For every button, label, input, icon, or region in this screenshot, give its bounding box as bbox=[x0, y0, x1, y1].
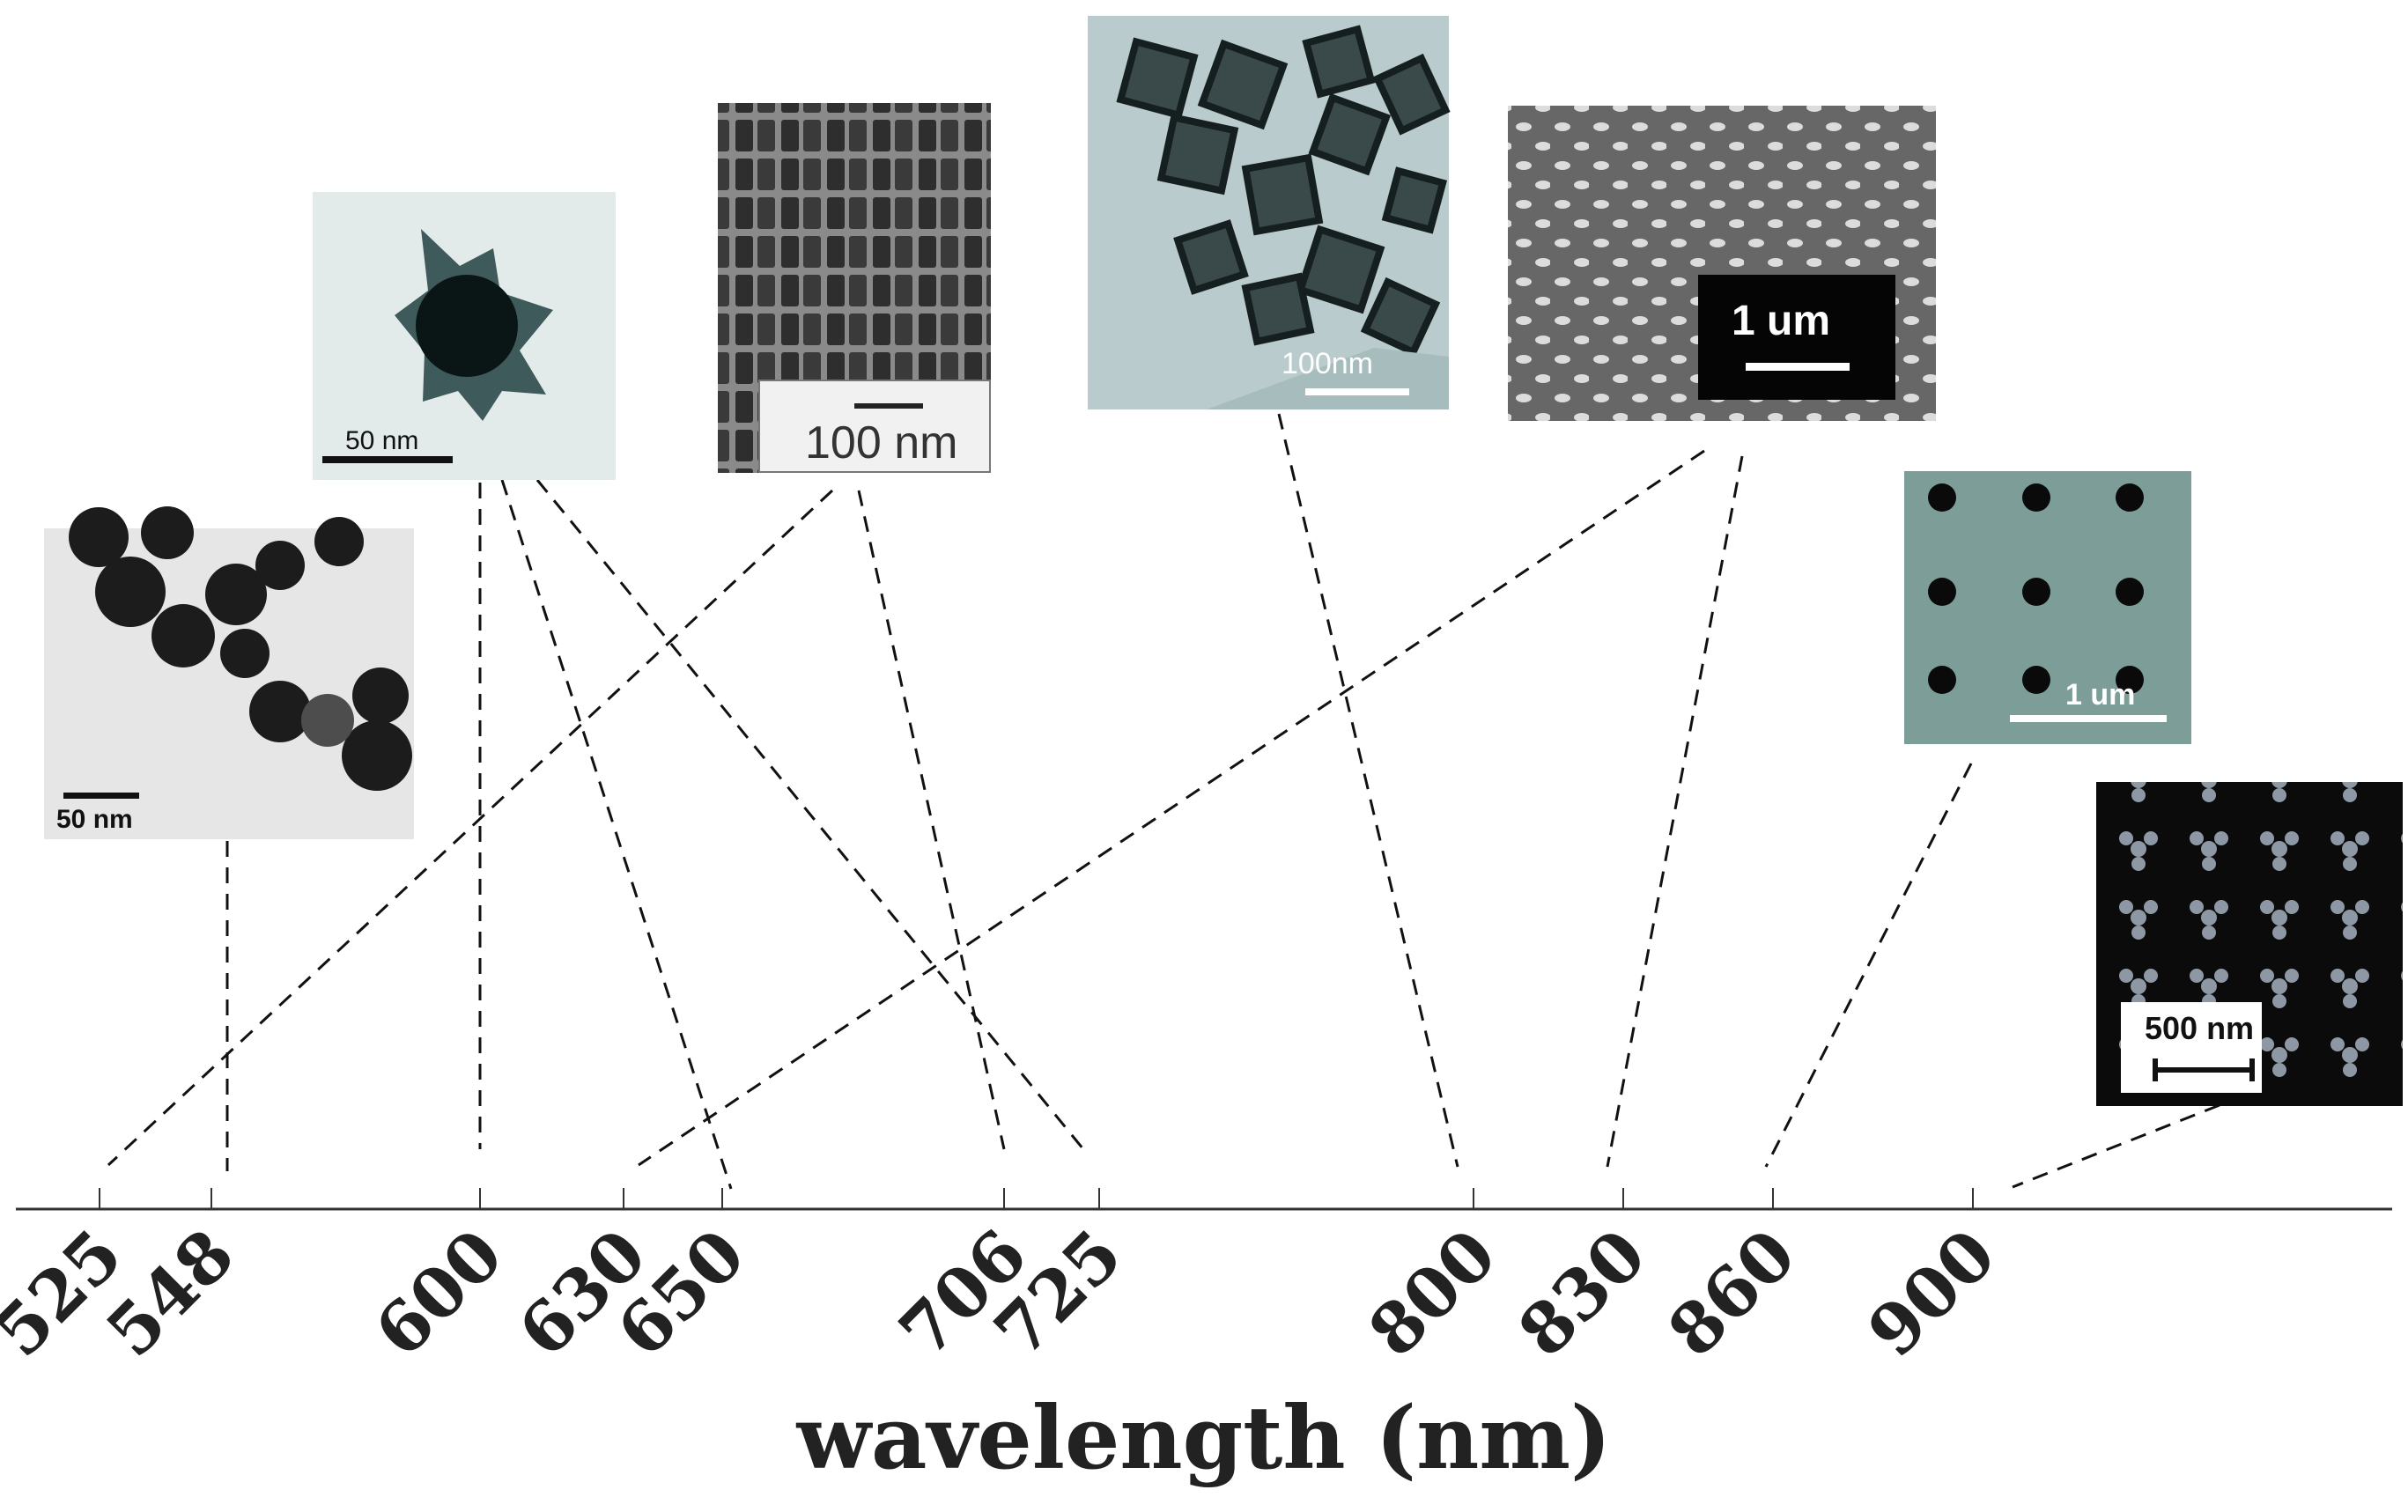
connector-disks-830 bbox=[1606, 455, 1744, 1168]
connector-star-725 bbox=[536, 479, 1085, 1150]
nanocages-scale-label: 100nm bbox=[1282, 347, 1373, 380]
inset-nanostar: 50 nm bbox=[313, 192, 616, 480]
inset-trimer-array: 500 nm bbox=[2096, 782, 2403, 1106]
connector-star-650 bbox=[500, 479, 733, 1190]
connector-rods-525 bbox=[107, 489, 834, 1167]
connector-lines bbox=[107, 413, 2220, 1190]
axis-tick-label-800: 800 bbox=[1354, 1214, 1511, 1372]
connector-rods-706 bbox=[857, 490, 1006, 1150]
trimer-scale-label: 500 nm bbox=[2145, 1010, 2254, 1046]
axis-ticks bbox=[99, 1188, 1974, 1209]
connector-trimer-900 bbox=[2012, 1103, 2220, 1189]
inset-spheres: 50 nm bbox=[44, 506, 414, 839]
axis-title: wavelength (nm) bbox=[796, 1388, 1612, 1489]
connector-disks-630 bbox=[638, 449, 1705, 1167]
nanostar-scale-label: 50 nm bbox=[345, 426, 418, 455]
nanorods-scale-label: 100 nm bbox=[805, 417, 957, 468]
inset-nanocages: 100nm bbox=[1088, 16, 1451, 409]
connector-holes-860 bbox=[1764, 763, 1973, 1168]
nanohole-scale-label: 1 um bbox=[2065, 678, 2135, 712]
spheres-scale-label: 50 nm bbox=[56, 805, 133, 834]
axis-tick-label-830: 830 bbox=[1503, 1214, 1661, 1372]
inset-nanorods: 100 nm bbox=[718, 103, 991, 473]
axis-tick-label-548: 548 bbox=[92, 1214, 249, 1372]
axis-tick-label-600: 600 bbox=[360, 1214, 518, 1372]
axis-tick-label-900: 900 bbox=[1853, 1214, 2011, 1372]
axis-tick-label-860: 860 bbox=[1653, 1214, 1811, 1372]
nanodisk-scale-label: 1 um bbox=[1732, 298, 1830, 344]
inset-nanodisk-array: 1 um bbox=[1508, 106, 1936, 421]
inset-nanohole-array: 1 um bbox=[1904, 471, 2191, 744]
connector-cages-800 bbox=[1277, 413, 1459, 1168]
